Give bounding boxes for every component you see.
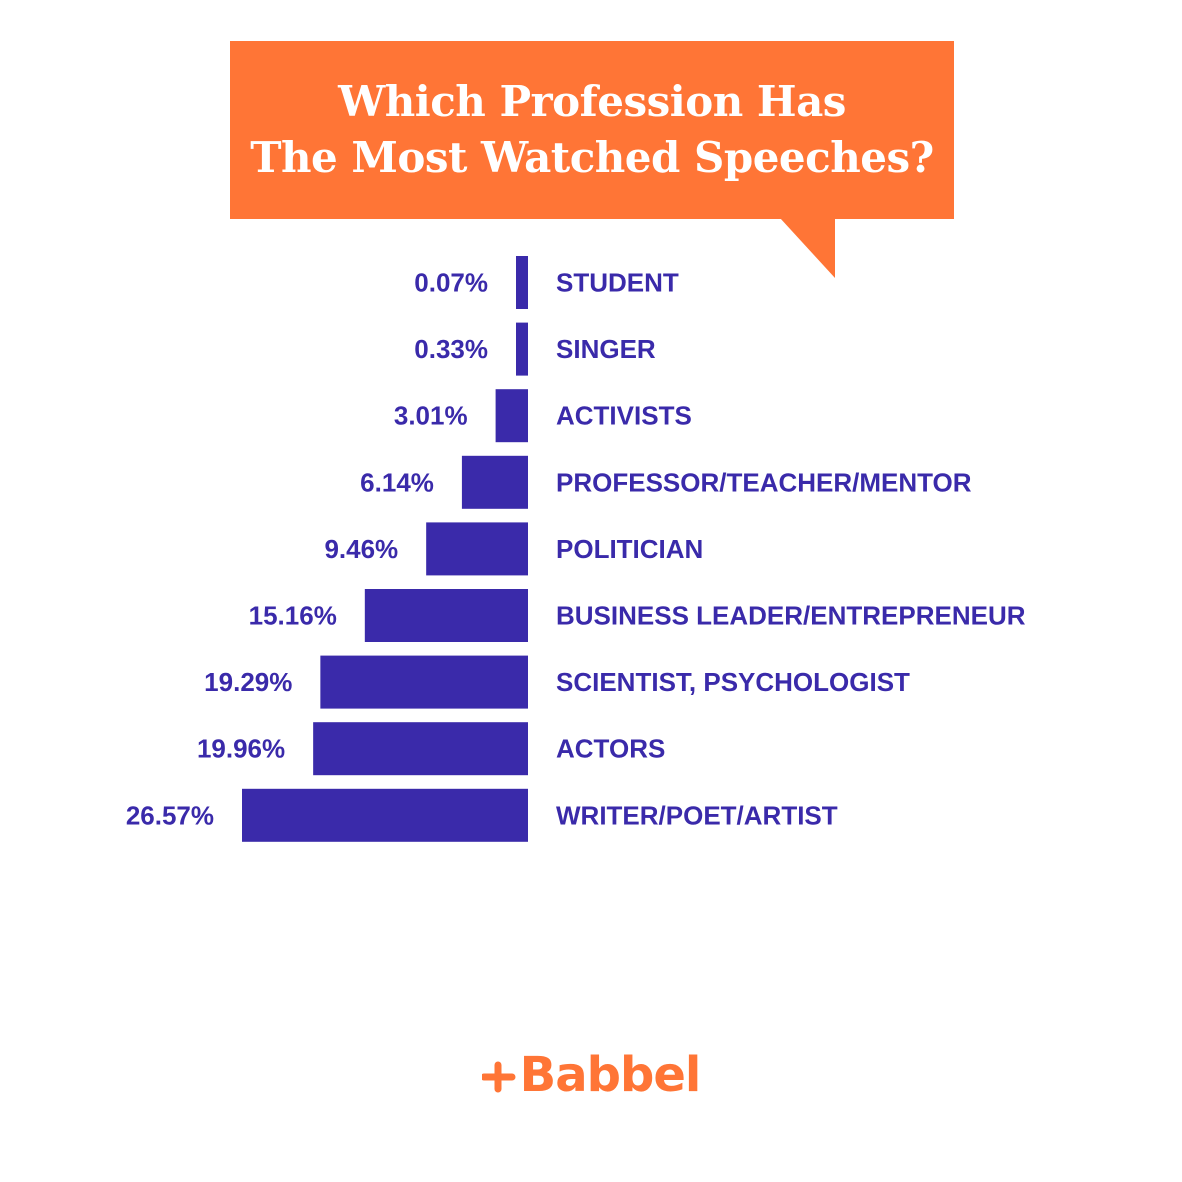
bar-5	[364, 589, 528, 642]
category-label-8: WRITER/POET/ARTIST	[556, 800, 838, 830]
category-label-7: ACTORS	[556, 734, 665, 764]
title-bubble-tail	[780, 218, 835, 278]
category-label-4: POLITICIAN	[556, 534, 703, 564]
value-label-4: 9.46%	[324, 534, 398, 564]
bar-2	[495, 389, 528, 443]
bar-4	[426, 522, 528, 576]
value-label-5: 15.16%	[249, 601, 337, 631]
category-label-3: PROFESSOR/TEACHER/MENTOR	[556, 467, 972, 497]
chart-title-line-1: Which Profession Has	[338, 77, 846, 126]
bar-0	[516, 256, 528, 309]
bar-8	[242, 788, 528, 842]
value-label-7: 19.96%	[197, 734, 285, 764]
value-label-8: 26.57%	[126, 800, 214, 830]
bar-7	[313, 722, 528, 776]
babbel-logo: Babbel	[0, 1040, 1182, 1110]
chart-title-line-2: The Most Watched Speeches?	[250, 133, 934, 182]
category-label-6: SCIENTIST, PSYCHOLOGIST	[556, 667, 910, 697]
title-bubble: Which Profession Has The Most Watched Sp…	[230, 41, 954, 219]
bar-chart: 0.07% STUDENT 0.33% SINGER 3.01% ACTIVISTS 6.1…	[126, 256, 1026, 842]
value-label-0: 0.07%	[414, 268, 488, 298]
value-label-6: 19.29%	[204, 667, 292, 697]
category-label-2: ACTIVISTS	[556, 401, 692, 431]
bar-6	[320, 655, 528, 709]
category-label-0: STUDENT	[556, 268, 679, 298]
category-label-5: BUSINESS LEADER/ENTREPRENEUR	[556, 601, 1026, 631]
bar-1	[516, 322, 528, 376]
category-label-1: SINGER	[556, 334, 656, 364]
logo-text: Babbel	[519, 1047, 702, 1103]
bar-3	[461, 455, 528, 509]
value-label-2: 3.01%	[394, 401, 468, 431]
value-label-1: 0.33%	[414, 334, 488, 364]
plus-arrow-icon	[481, 1061, 516, 1093]
value-label-3: 6.14%	[360, 467, 434, 497]
